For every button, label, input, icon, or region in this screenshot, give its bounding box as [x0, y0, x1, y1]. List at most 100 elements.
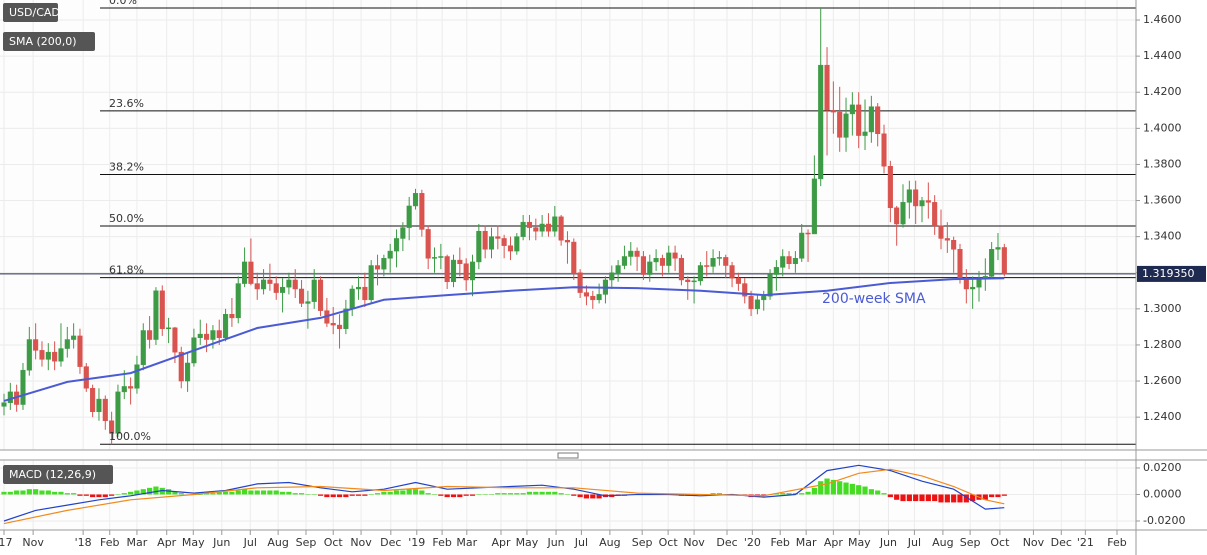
candle-body — [640, 256, 646, 275]
candle-body — [349, 288, 355, 310]
macd-histogram-bar — [906, 494, 912, 502]
candle-body — [545, 223, 552, 232]
x-tick-label: Mar — [796, 536, 817, 549]
candle-body — [735, 277, 741, 284]
macd-histogram-bar — [90, 494, 96, 498]
candle-body — [159, 290, 165, 329]
fib-label: 23.6% — [109, 97, 144, 110]
x-tick-label: Sep — [960, 536, 981, 549]
macd-histogram-bar — [526, 491, 533, 495]
macd-histogram-bar — [533, 491, 539, 495]
sma-annotation: 200-week SMA — [822, 291, 926, 307]
panel-resize-handle[interactable] — [557, 452, 579, 459]
macd-histogram-bar — [938, 494, 944, 503]
x-tick-label: Feb — [100, 536, 119, 549]
x-tick-label: '17 — [0, 536, 13, 549]
candle-body — [7, 391, 13, 403]
macd-histogram-bar — [469, 494, 476, 496]
macd-histogram-bar — [811, 487, 817, 495]
macd-histogram-bar — [14, 490, 20, 495]
candle-body — [805, 232, 811, 235]
candle-body — [792, 258, 798, 264]
macd-histogram-bar — [463, 494, 469, 496]
candle-body — [583, 292, 590, 297]
candle-body — [887, 165, 893, 209]
macd-histogram-bar — [881, 493, 887, 495]
y-tick-label: 1.2400 — [1143, 410, 1182, 423]
candle-body — [374, 265, 381, 270]
x-tick-label: Nov — [350, 536, 372, 549]
macd-histogram-bar — [963, 494, 969, 503]
fib-label: 38.2% — [109, 161, 144, 174]
candle-body — [773, 267, 779, 275]
macd-histogram-bar — [716, 493, 723, 495]
macd-histogram-bar — [115, 494, 121, 495]
macd-histogram-bar — [71, 493, 77, 495]
macd-histogram-bar — [514, 493, 520, 495]
candle-body — [501, 238, 507, 246]
candle-body — [488, 236, 495, 250]
macd-histogram-bar — [128, 491, 134, 495]
x-tick-label: Oct — [990, 536, 1010, 549]
candle-body — [362, 286, 368, 301]
candle-body — [647, 261, 653, 275]
candle-body — [653, 258, 659, 263]
macd-histogram-bar — [279, 491, 286, 495]
fib-label: 61.8% — [109, 264, 144, 277]
candle-body — [621, 256, 627, 266]
x-tick-label: May — [516, 536, 539, 549]
candle-body — [45, 351, 51, 360]
macd-histogram-bar — [140, 489, 146, 495]
macd-histogram-bar — [210, 493, 216, 495]
candle-body — [678, 258, 684, 281]
x-tick-label: May — [182, 536, 205, 549]
candle-body — [1001, 247, 1007, 275]
candle-body — [577, 272, 583, 293]
candle-body — [438, 256, 444, 258]
candle-body — [571, 241, 577, 273]
candle-body — [716, 257, 722, 259]
macd-histogram-bar — [58, 491, 64, 495]
candle-body — [672, 252, 678, 259]
macd-histogram-bar — [856, 485, 862, 495]
macd-histogram-bar — [488, 494, 495, 495]
candle-body — [514, 236, 520, 252]
x-tick-label: '21 — [1077, 536, 1094, 549]
legend-label: SMA (200,0) — [9, 35, 77, 48]
candle-body — [20, 369, 26, 405]
macd-histogram-bar — [830, 479, 836, 495]
macd-histogram-bar — [336, 494, 343, 498]
candle-body — [944, 238, 950, 241]
macd-histogram-bar — [172, 491, 178, 495]
candle-body — [121, 386, 127, 393]
sma-line — [3, 277, 1005, 402]
legend-label: USD/CAD — [9, 6, 60, 19]
candle-body — [39, 350, 45, 360]
macd-histogram-bar — [564, 494, 571, 495]
candle-body — [450, 259, 457, 283]
x-tick-label: Sep — [296, 536, 317, 549]
candle-body — [754, 299, 760, 310]
candle-body — [311, 279, 317, 302]
macd-histogram-bar — [1, 491, 7, 495]
macd-line — [3, 464, 1005, 522]
candle-body — [995, 247, 1001, 250]
x-tick-label: Dec — [1051, 536, 1072, 549]
x-tick-label: Dec — [716, 536, 737, 549]
candle-body — [526, 221, 533, 228]
candle-body — [507, 245, 514, 252]
macd-histogram-bar — [989, 494, 995, 498]
macd-histogram-bar — [539, 491, 545, 495]
x-tick-label: Jun — [212, 536, 230, 549]
candle-body — [881, 133, 887, 167]
candle-body — [824, 64, 830, 111]
macd-histogram-bar — [457, 494, 463, 498]
candle-body — [254, 283, 260, 290]
x-tick-label: Oct — [659, 536, 679, 549]
candle-body — [609, 272, 615, 281]
macd-histogram-bar — [438, 494, 444, 496]
x-tick-label: Apr — [157, 536, 177, 549]
macd-histogram-bar — [305, 494, 311, 495]
x-tick-label: Feb — [770, 536, 789, 549]
macd-histogram-bar — [20, 490, 26, 495]
